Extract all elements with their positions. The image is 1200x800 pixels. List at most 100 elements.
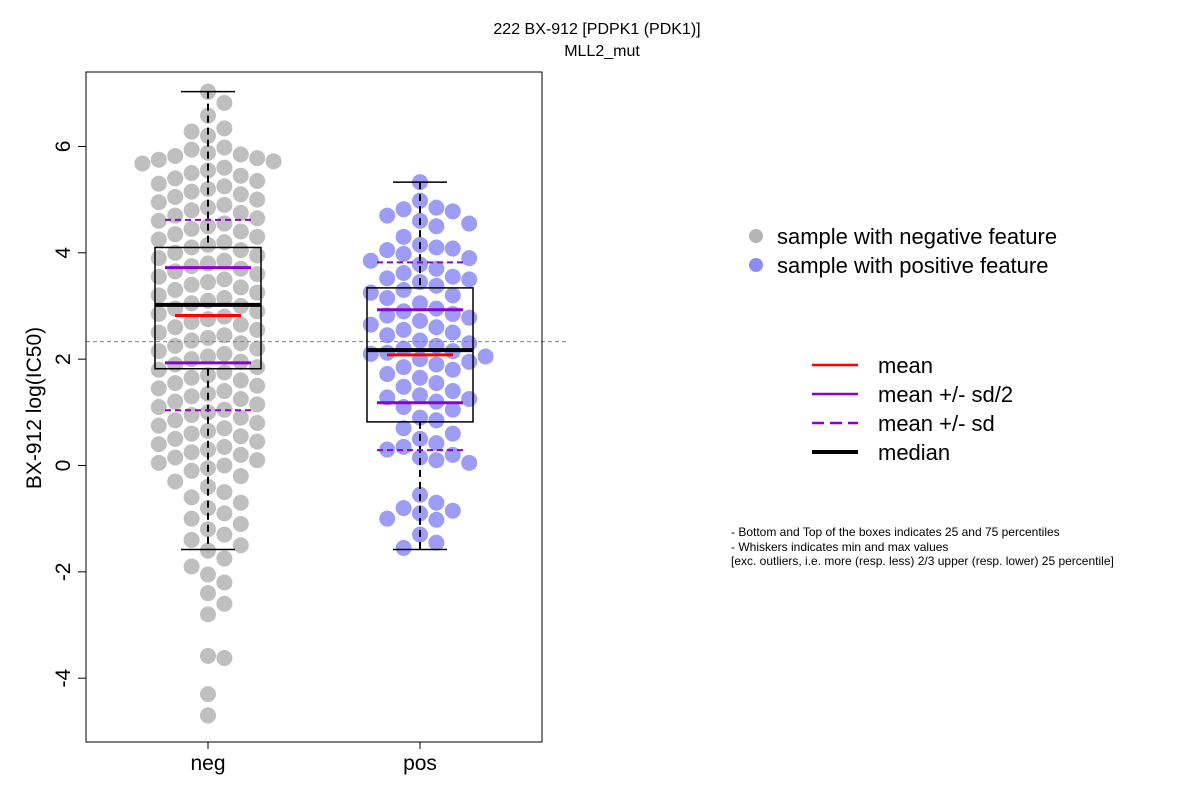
data-point-neg: [216, 484, 233, 501]
data-point-neg: [150, 212, 167, 229]
data-point-neg: [232, 335, 249, 352]
data-point-pos: [412, 387, 428, 404]
data-point-neg: [249, 247, 266, 264]
y-tick-label: 6: [52, 141, 75, 153]
plot-area: [86, 83, 568, 724]
data-point-neg: [167, 449, 184, 466]
data-point-pos: [428, 260, 445, 277]
data-point-neg: [216, 649, 233, 666]
data-point-pos: [444, 287, 461, 304]
data-point-neg: [216, 457, 233, 474]
data-point-pos: [379, 289, 396, 306]
data-point-pos: [412, 256, 428, 273]
data-point-pos: [461, 250, 478, 267]
legend-point-marker: [749, 258, 763, 272]
data-point-pos: [428, 494, 445, 511]
data-point-pos: [379, 270, 396, 287]
data-point-neg: [216, 234, 233, 251]
data-point-neg: [249, 340, 266, 357]
data-point-neg: [167, 337, 184, 354]
data-point-neg: [216, 196, 233, 213]
data-point-pos: [444, 361, 461, 378]
box: [154, 246, 262, 370]
data-point-neg: [200, 107, 216, 124]
data-point-neg: [216, 526, 233, 543]
data-point-pos: [379, 207, 396, 224]
data-point-neg: [232, 316, 249, 333]
data-point-neg: [216, 401, 233, 418]
data-point-pos: [395, 321, 412, 338]
data-point-neg: [216, 550, 233, 567]
data-point-pos: [362, 316, 379, 333]
data-point-pos: [461, 309, 478, 326]
data-point-neg: [249, 191, 266, 208]
data-point-neg: [249, 284, 266, 301]
data-point-neg: [200, 707, 216, 724]
chart-title: 222 BX-912 [PDPK1 (PDK1)]: [493, 21, 700, 38]
data-point-neg: [200, 404, 216, 421]
y-tick-label: 0: [52, 460, 75, 472]
x-tick-label-neg: neg: [190, 752, 225, 775]
data-point-pos: [428, 356, 445, 373]
data-point-neg: [183, 531, 200, 548]
data-point-pos: [412, 312, 428, 329]
data-point-pos: [428, 218, 445, 235]
data-point-neg: [183, 462, 200, 479]
data-point-neg: [216, 345, 233, 362]
data-point-neg: [183, 510, 200, 527]
data-point-neg: [150, 287, 167, 304]
data-point-neg: [216, 327, 233, 344]
boxplot-pos: [366, 181, 474, 551]
data-point-pos: [444, 502, 461, 519]
y-tick-label: 4: [52, 247, 75, 259]
data-point-neg: [200, 127, 216, 144]
data-point-pos: [461, 215, 478, 232]
footnote-3: [exc. outliers, i.e. more (resp. less) 2…: [731, 554, 1114, 568]
data-point-pos: [477, 348, 494, 365]
legend-point-label: sample with positive feature: [777, 253, 1048, 278]
data-point-neg: [150, 380, 167, 397]
data-point-neg: [232, 279, 249, 296]
data-point-neg: [265, 153, 282, 170]
data-point-neg: [232, 167, 249, 184]
data-point-pos: [412, 505, 428, 522]
data-point-neg: [249, 433, 266, 450]
data-point-neg: [150, 399, 167, 415]
data-point-neg: [249, 321, 266, 338]
y-tick-label: -4: [52, 669, 75, 688]
data-point-neg: [167, 473, 184, 490]
data-point-neg: [183, 332, 200, 349]
data-point-neg: [150, 268, 167, 285]
data-point-neg: [150, 194, 167, 211]
legend-line-label: mean +/- sd: [878, 411, 995, 436]
data-point-neg: [249, 414, 266, 431]
data-point-neg: [150, 250, 167, 267]
data-point-neg: [200, 236, 216, 253]
data-point-neg: [200, 311, 216, 328]
data-point-neg: [150, 151, 167, 168]
data-point-neg: [150, 343, 167, 360]
data-point-pos: [395, 539, 412, 556]
data-point-neg: [249, 452, 266, 469]
data-point-neg: [150, 361, 167, 378]
data-point-neg: [216, 252, 233, 269]
data-point-neg: [249, 228, 266, 245]
data-point-neg: [216, 595, 233, 612]
data-point-neg: [150, 175, 167, 192]
data-point-pos: [379, 510, 396, 527]
data-point-neg: [183, 388, 200, 405]
data-point-neg: [216, 505, 233, 522]
data-point-neg: [200, 647, 216, 664]
legend-point-marker: [749, 229, 763, 243]
data-point-neg: [167, 188, 184, 205]
data-point-neg: [216, 383, 233, 400]
data-point-neg: [249, 266, 266, 283]
y-axis: -4 -2 0 2 4 6: [52, 141, 87, 688]
data-point-pos: [428, 199, 445, 216]
box: [366, 287, 474, 423]
data-point-pos: [444, 203, 461, 220]
chart-subtitle: MLL2_mut: [564, 43, 640, 60]
data-point-pos: [395, 378, 412, 395]
data-point-neg: [216, 574, 233, 591]
